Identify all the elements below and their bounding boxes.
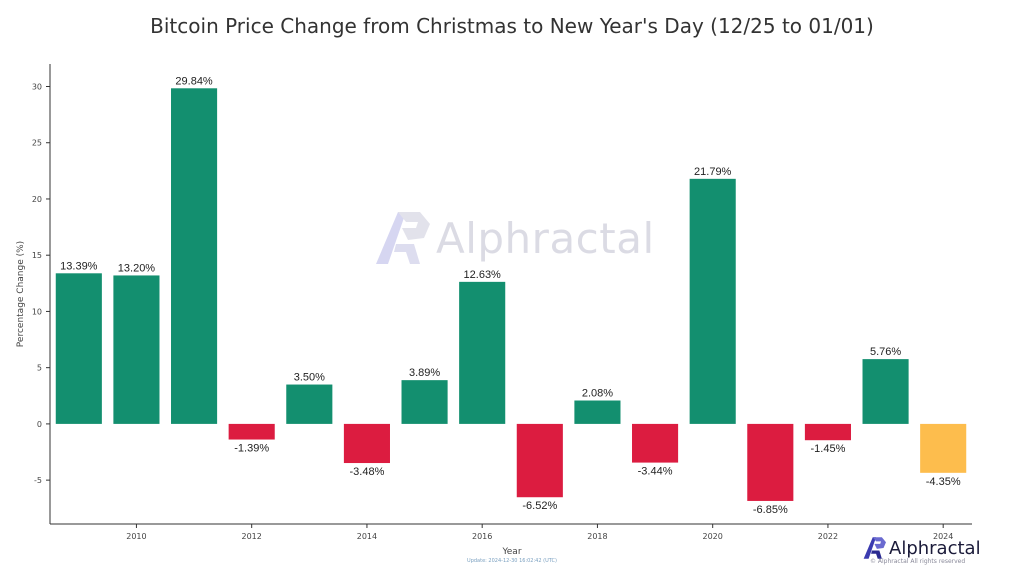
x-tick-label: 2014 <box>357 532 377 541</box>
x-axis-title: Year <box>502 547 522 557</box>
data-label-2022: -1.45% <box>811 443 846 455</box>
alphractal-watermark-icon <box>376 212 430 264</box>
bar-2014 <box>343 423 390 464</box>
y-tick-label: 0 <box>37 420 42 429</box>
x-tick-label: 2018 <box>587 532 607 541</box>
brand-name: Alphractal <box>889 537 981 559</box>
bar-2023 <box>862 359 909 424</box>
data-label-2016: 12.63% <box>464 269 502 281</box>
data-label-2011: 29.84% <box>175 75 213 87</box>
x-tick-label: 2016 <box>472 532 492 541</box>
bar-2009 <box>55 273 102 424</box>
data-label-2020: 21.79% <box>694 166 732 178</box>
alphractal-logo-icon <box>863 537 886 559</box>
data-label-2023: 5.76% <box>870 346 901 358</box>
y-tick-label: 20 <box>32 195 42 204</box>
y-tick-label: 10 <box>32 307 42 316</box>
watermark-text: Alphractal <box>436 213 655 263</box>
bar-2021 <box>747 423 794 501</box>
data-label-2010: 13.20% <box>118 262 156 274</box>
data-label-2013: 3.50% <box>294 372 325 384</box>
x-tick-label: 2024 <box>933 532 953 541</box>
data-label-2009: 13.39% <box>60 260 98 272</box>
bar-2010 <box>113 275 160 424</box>
bar-2024 <box>920 423 967 473</box>
data-label-2021: -6.85% <box>753 504 788 516</box>
bar-2017 <box>516 423 563 498</box>
data-label-2014: -3.48% <box>350 466 385 478</box>
bar-2020 <box>689 178 736 424</box>
data-label-2017: -6.52% <box>522 500 557 512</box>
x-tick-label: 2022 <box>818 532 838 541</box>
data-label-2018: 2.08% <box>582 388 613 400</box>
chart-title: Bitcoin Price Change from Christmas to N… <box>150 14 874 38</box>
data-label-2024: -4.35% <box>926 476 961 488</box>
bar-2015 <box>401 380 448 424</box>
x-tick-label: 2010 <box>126 532 146 541</box>
bar-2011 <box>171 88 218 424</box>
bar-2012 <box>228 423 275 440</box>
data-label-2015: 3.89% <box>409 367 440 379</box>
y-tick-label: 5 <box>37 364 42 373</box>
data-label-2012: -1.39% <box>234 443 269 455</box>
bar-2018 <box>574 400 621 424</box>
data-label-2019: -3.44% <box>638 466 673 478</box>
y-axis-title: Percentage Change (%) <box>16 241 26 347</box>
x-tick-label: 2020 <box>703 532 723 541</box>
brand-logo[interactable]: Alphractal <box>862 536 981 560</box>
bar-2022 <box>804 423 851 441</box>
y-tick-label: 15 <box>32 251 42 260</box>
bar-2016 <box>459 281 506 424</box>
watermark: Alphractal <box>372 210 655 266</box>
bar-2019 <box>632 423 679 463</box>
bar-2013 <box>286 384 333 424</box>
y-tick-label: -5 <box>34 476 42 485</box>
y-tick-label: 25 <box>32 139 42 148</box>
copyright-text: © Alphractal All rights reserved <box>870 558 966 565</box>
y-tick-label: 30 <box>32 82 42 91</box>
update-timestamp: Update: 2024-12-30 16:02:42 (UTC) <box>467 558 557 564</box>
x-tick-label: 2012 <box>242 532 262 541</box>
